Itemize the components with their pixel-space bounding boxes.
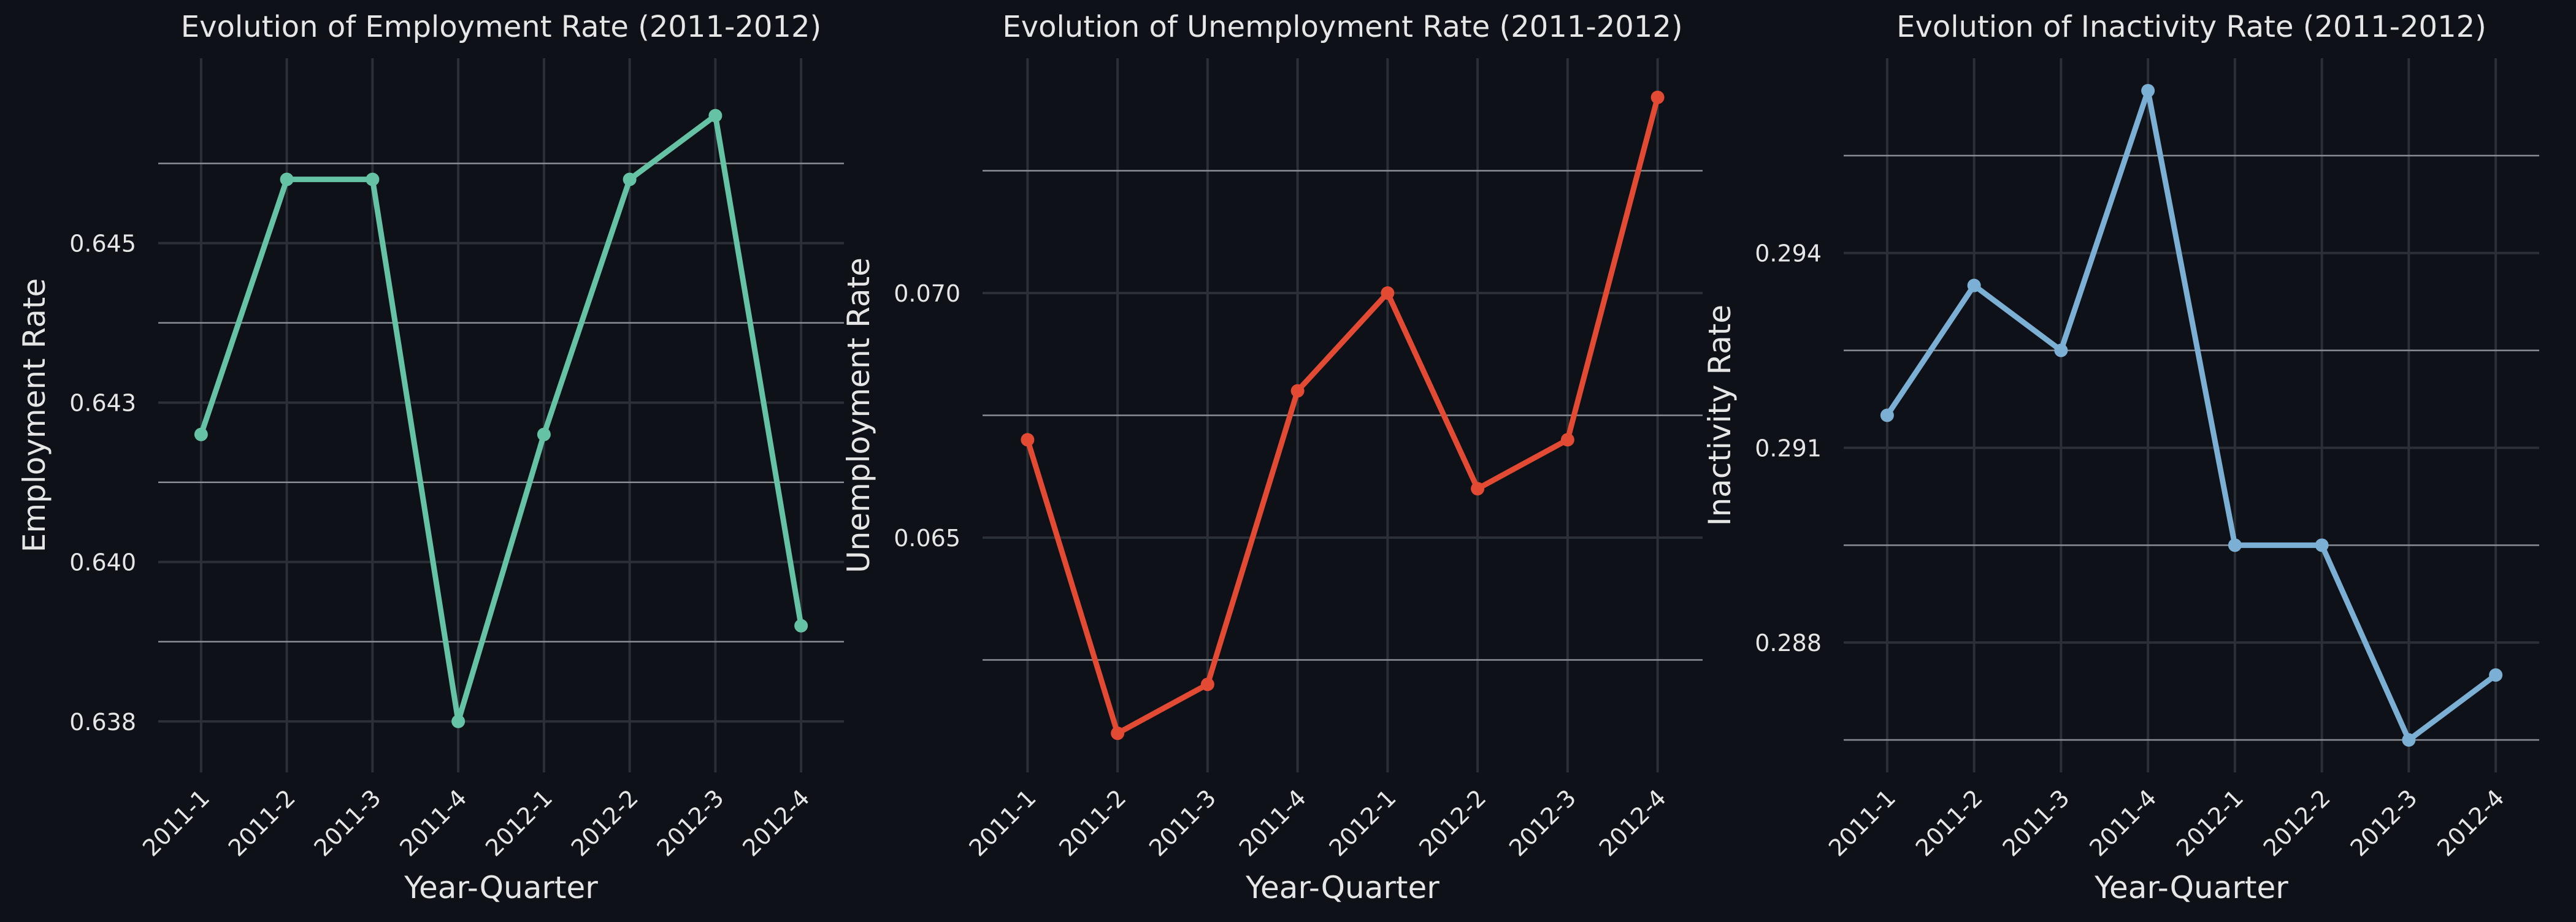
panel-1-ytick-label: 0.645 <box>69 230 136 257</box>
panel-3-xlabel: Year-Quarter <box>2094 870 2288 905</box>
panel-3-xtick-label: 2012-4 <box>2432 784 2509 861</box>
panel-3-xtick-label: 2011-1 <box>1823 784 1901 861</box>
panel-2-series-line <box>1024 94 1661 736</box>
panel-1-data-point <box>194 427 208 441</box>
panel-3-xtick-label: 2012-3 <box>2345 784 2422 861</box>
panel-1-data-point <box>794 619 808 633</box>
panel-1-xlabel: Year-Quarter <box>404 870 598 905</box>
panel-1-xtick-label: 2011-4 <box>394 784 472 861</box>
panel-2-xtick-label: 2012-3 <box>1504 784 1581 861</box>
panel-1-data-point <box>280 172 294 186</box>
panel-3-data-point <box>2315 538 2329 552</box>
panel-1-xtick-label: 2012-2 <box>566 784 643 861</box>
panel-3-data-point <box>1880 408 1894 422</box>
panel-2-xtick-label: 2012-1 <box>1324 784 1401 861</box>
panel-1-xtick-label: 2011-1 <box>137 784 215 861</box>
panel-1-xtick-label: 2011-3 <box>309 784 386 861</box>
panel-1-xtick-label: 2012-1 <box>480 784 558 861</box>
panel-2-ytick-label: 0.065 <box>894 525 960 552</box>
panel-2-ylabel: Unemployment Rate <box>841 257 876 573</box>
panel-3-data-point <box>1967 278 1981 292</box>
panel-3-xtick-label: 2012-1 <box>2171 784 2248 861</box>
panel-2-data-point <box>1650 90 1665 104</box>
panel-2-xtick-label: 2011-3 <box>1144 784 1221 861</box>
panel-3-xtick-label: 2011-4 <box>2084 784 2161 861</box>
panel-3-ytick-label: 0.294 <box>1755 240 1822 267</box>
panel-2-xtick-label: 2011-1 <box>964 784 1041 861</box>
panel-3-data-point <box>2402 733 2416 747</box>
panel-1-xtick-label: 2011-2 <box>223 784 301 861</box>
panel-3-title: Evolution of Inactivity Rate (2011-2012) <box>1896 10 2486 44</box>
panel-3-series-line <box>1884 88 2499 743</box>
panel-3-data-point <box>2489 668 2503 682</box>
panel-3-ytick-label: 0.288 <box>1755 630 1822 657</box>
panel-3-xtick-label: 2012-2 <box>2258 784 2336 861</box>
panel-2-data-point <box>1200 677 1214 691</box>
panel-2-data-point <box>1560 433 1574 447</box>
panel-3-data-point <box>2141 83 2155 97</box>
panel-2-xtick-label: 2012-4 <box>1594 784 1671 861</box>
panel-1-data-point <box>623 172 637 186</box>
panel-2-data-point <box>1111 726 1125 741</box>
panel-1-data-point <box>451 714 466 728</box>
panel-2-data-point <box>1471 482 1485 496</box>
panel-3-xtick-label: 2011-3 <box>1997 784 2074 861</box>
panel-1-ytick-label: 0.638 <box>69 709 136 736</box>
panel-1-data-point <box>537 427 551 441</box>
panel-2-data-point <box>1290 384 1305 398</box>
panel-2-xtick-label: 2011-2 <box>1054 784 1131 861</box>
panel-1-ylabel: Employment Rate <box>17 278 52 552</box>
panel-3-data-point <box>2228 538 2242 552</box>
panel-2-ytick-label: 0.070 <box>894 280 960 307</box>
panel-1-ytick-label: 0.640 <box>69 549 136 576</box>
panel-1-ytick-label: 0.643 <box>69 390 136 417</box>
panel-2-title: Evolution of Unemployment Rate (2011-201… <box>1002 10 1682 44</box>
panel-2-xtick-label: 2012-2 <box>1414 784 1491 861</box>
panel-2-xtick-label: 2011-4 <box>1234 784 1311 861</box>
panel-2-data-point <box>1381 286 1395 300</box>
panel-1-series-line <box>198 113 804 725</box>
panel-3-xtick-label: 2011-2 <box>1911 784 1988 861</box>
panel-3-data-point <box>2054 343 2068 357</box>
panel-2-data-point <box>1021 433 1035 447</box>
panel-3-ylabel: Inactivity Rate <box>1702 305 1738 526</box>
panel-1-data-point <box>708 109 723 123</box>
panel-1-xtick-label: 2012-3 <box>651 784 729 861</box>
panel-1-title: Evolution of Employment Rate (2011-2012) <box>181 10 821 44</box>
panel-3-ytick-label: 0.291 <box>1755 435 1822 462</box>
panel-2-xlabel: Year-Quarter <box>1245 870 1439 905</box>
panel-1-data-point <box>366 172 380 186</box>
panel-1-xtick-label: 2012-4 <box>737 784 815 861</box>
